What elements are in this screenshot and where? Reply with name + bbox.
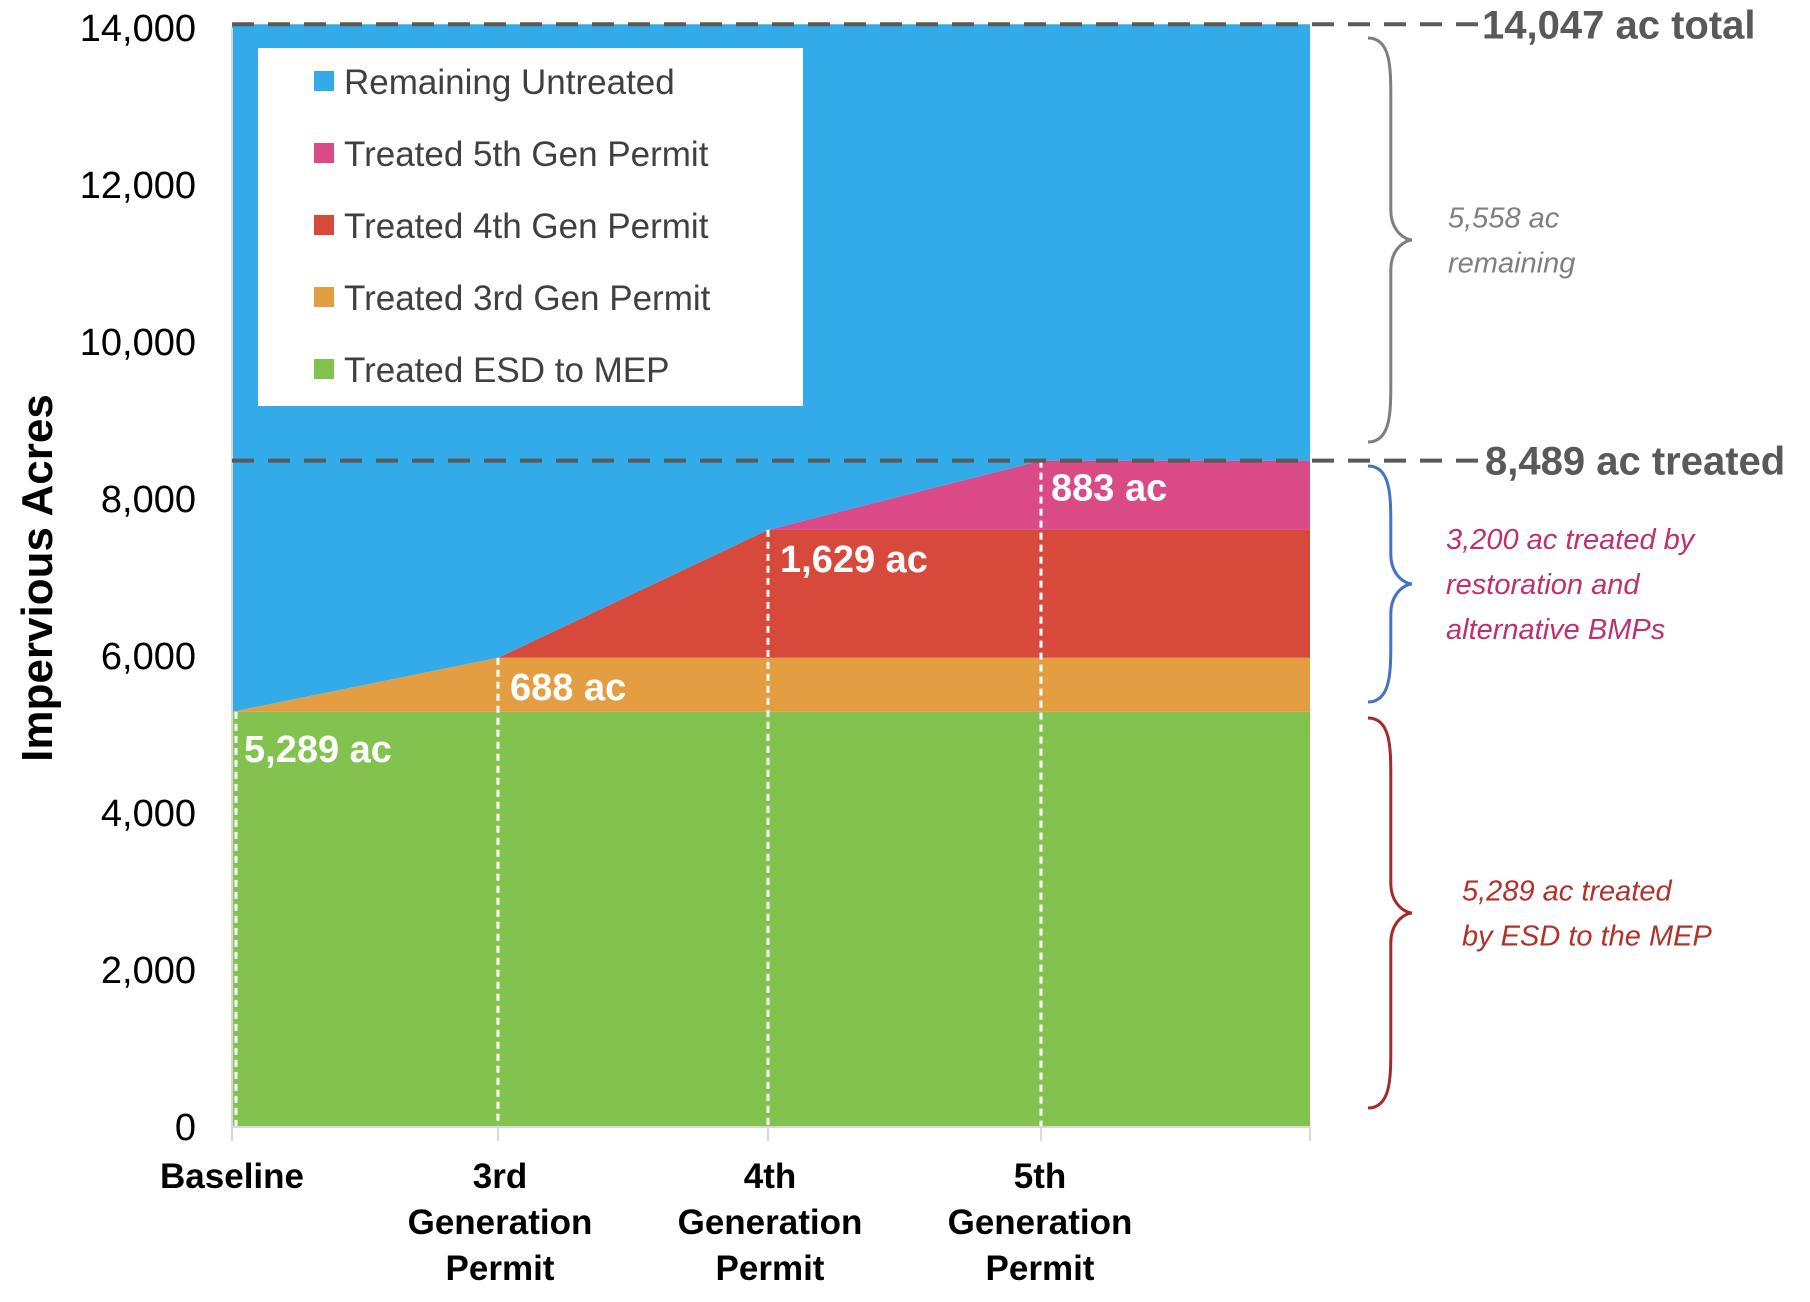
x-category-label-line: 4th — [744, 1157, 797, 1196]
x-category-label-line: Baseline — [160, 1157, 304, 1196]
x-category-label-line: 5th — [1014, 1157, 1067, 1196]
x-category-label-line: Permit — [716, 1249, 825, 1288]
legend-label: Treated 5th Gen Permit — [344, 135, 709, 174]
x-category-label-line: 3rd — [473, 1157, 527, 1196]
bracket — [1367, 716, 1413, 1110]
legend-swatch — [314, 287, 334, 307]
bracket-note-line: remaining — [1448, 248, 1575, 280]
bracket-note: 5,289 ac treated by ESD to the MEP — [1462, 876, 1712, 953]
bracket-note-line: 5,289 ac treated — [1462, 876, 1672, 908]
data-label: 5,289 ac — [244, 729, 392, 771]
reference-label: 8,489 ac treated — [1485, 440, 1785, 484]
data-label: 688 ac — [510, 667, 626, 709]
bracket-note: 5,558 ac remaining — [1448, 203, 1575, 280]
legend: Remaining Untreated Treated 5th Gen Permi… — [258, 48, 803, 406]
x-category-label-line: Generation — [678, 1203, 863, 1242]
legend-label: Treated 4th Gen Permit — [344, 207, 709, 246]
legend-swatch — [314, 143, 334, 163]
x-category-label: Baseline — [160, 1157, 304, 1196]
data-label: 883 ac — [1051, 468, 1167, 510]
legend-box — [258, 48, 803, 406]
x-category-label-line: Generation — [948, 1203, 1133, 1242]
legend-swatch — [314, 71, 334, 91]
legend-label: Treated 3rd Gen Permit — [344, 279, 711, 318]
y-tick-label: 2,000 — [101, 950, 196, 992]
y-axis-title: Impervious Acres — [13, 394, 62, 762]
legend-swatch — [314, 215, 334, 235]
y-tick-label: 0 — [175, 1107, 196, 1149]
legend-swatch — [314, 359, 334, 379]
y-tick-label: 10,000 — [80, 322, 196, 364]
x-category-label-line: Generation — [408, 1203, 593, 1242]
data-label: 1,629 ac — [780, 539, 928, 581]
bracket-note-line: by ESD to the MEP — [1462, 921, 1712, 953]
reference-label: 14,047 ac total — [1482, 3, 1756, 47]
x-category-label-line: Permit — [446, 1249, 555, 1288]
bracket-note-line: 3,200 ac treated by — [1446, 524, 1696, 556]
x-category-label: 5th Generation Permit — [948, 1157, 1133, 1288]
bracket-note-line: restoration and — [1446, 569, 1640, 601]
y-tick-label: 14,000 — [80, 8, 196, 50]
y-tick-label: 12,000 — [80, 165, 196, 207]
bracket-note: 3,200 ac treated by restoration and altern… — [1446, 524, 1696, 646]
bracket — [1367, 464, 1413, 704]
legend-label: Treated ESD to MEP — [344, 351, 670, 390]
bracket-note-line: alternative BMPs — [1446, 614, 1665, 646]
x-category-label: 4th Generation Permit — [678, 1157, 863, 1288]
x-category-label-line: Permit — [986, 1249, 1095, 1288]
bracket-note-line: 5,558 ac — [1448, 203, 1560, 235]
x-category-label: 3rd Generation Permit — [408, 1157, 593, 1288]
legend-label: Remaining Untreated — [344, 63, 675, 102]
y-tick-label: 6,000 — [101, 636, 196, 678]
y-tick-label: 4,000 — [101, 793, 196, 835]
y-tick-label: 8,000 — [101, 479, 196, 521]
bracket — [1367, 36, 1413, 444]
area-treated-esd-to-mep — [232, 711, 1310, 1127]
